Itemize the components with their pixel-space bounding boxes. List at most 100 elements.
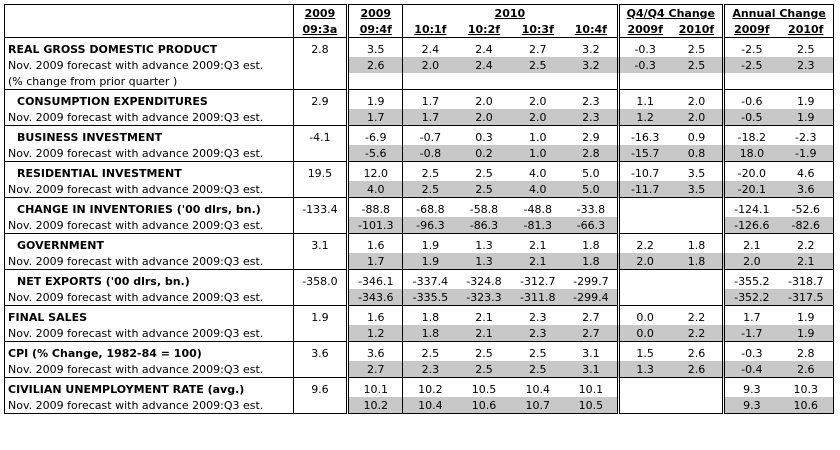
- forecast-cell: [671, 217, 724, 234]
- forecast-cell: -82.6: [778, 217, 834, 234]
- value-cell: 0.9: [670, 125, 724, 145]
- forecast-cell: 2.0: [722, 253, 779, 270]
- forecast-row: Nov. 2009 forecast with advance 2009:Q3 …: [5, 145, 834, 162]
- value-cell: -324.8: [457, 269, 511, 289]
- empty-cell: [292, 109, 348, 126]
- value-cell: [670, 377, 724, 397]
- forecast-cell: 2.3: [510, 325, 566, 342]
- value-cell: 9.6: [292, 377, 348, 397]
- value-cell: 2.1: [510, 233, 566, 253]
- forecast-cell: 10.7: [510, 397, 566, 414]
- forecast-cell: [616, 289, 671, 306]
- empty-cell: [292, 397, 348, 414]
- forecast-cell: 4.0: [510, 181, 566, 198]
- forecast-cell: 2.5: [510, 57, 566, 73]
- forecast-cell: -20.1: [722, 181, 779, 198]
- forecast-cell: 2.5: [402, 181, 458, 198]
- value-cell: -0.3: [722, 341, 779, 361]
- row: REAL GROSS DOMESTIC PRODUCT 2.8 3.5 2.4 2.4 2…: [4, 37, 834, 57]
- value-cell: 1.9: [292, 305, 348, 325]
- forecast-cell: 5.0: [565, 181, 619, 198]
- forecast-cell: -15.7: [616, 145, 671, 162]
- value-cell: -6.9: [346, 125, 403, 145]
- column-header: 2009f: [616, 21, 671, 38]
- forecast-cell: -66.3: [565, 217, 619, 234]
- forecast-cell: 2.3: [402, 361, 458, 378]
- value-cell: 10.2: [402, 377, 458, 397]
- header-blank: [5, 21, 294, 38]
- forecast-cell: 10.6: [778, 397, 834, 414]
- forecast-cell: 0.0: [616, 325, 671, 342]
- forecast-cell: 2.1: [778, 253, 834, 270]
- value-cell: 2.2: [616, 233, 671, 253]
- empty-cell: [292, 325, 348, 342]
- value-cell: 1.8: [402, 305, 458, 325]
- group-header: 2010: [402, 4, 619, 21]
- forecast-cell: 2.1: [457, 325, 511, 342]
- forecast-row: Nov. 2009 forecast with advance 2009:Q3 …: [5, 109, 834, 126]
- value-cell: 2.5: [402, 161, 458, 181]
- value-cell: 10.1: [565, 377, 619, 397]
- forecast-cell: -96.3: [402, 217, 458, 234]
- row-label: NET EXPORTS ('00 dlrs, bn.): [4, 269, 294, 289]
- value-cell: -20.0: [722, 161, 779, 181]
- forecast-cell: 3.6: [778, 181, 834, 198]
- value-cell: -312.7: [510, 269, 566, 289]
- forecast-cell: 1.8: [670, 253, 724, 270]
- row-label: REAL GROSS DOMESTIC PRODUCT: [4, 37, 294, 57]
- value-cell: -48.8: [510, 197, 566, 217]
- value-cell: 1.8: [565, 233, 619, 253]
- forecast-cell: -0.4: [722, 361, 779, 378]
- value-cell: 2.5: [402, 341, 458, 361]
- forecast-label: Nov. 2009 forecast with advance 2009:Q3 …: [8, 182, 264, 196]
- value-cell: -2.3: [778, 125, 834, 145]
- row: FINAL SALES 1.9 1.6 1.8 2.1 2.3 2.7 0.0 2.2 1.7 1.…: [4, 305, 834, 325]
- forecast-cell: 2.0: [510, 109, 566, 126]
- forecast-row: Nov. 2009 forecast with advance 2009:Q3 …: [5, 57, 834, 73]
- forecast-cell: -352.2: [722, 289, 779, 306]
- forecast-label: Nov. 2009 forecast with advance 2009:Q3 …: [8, 146, 264, 160]
- forecast-cell: -11.7: [616, 181, 671, 198]
- value-cell: -58.8: [457, 197, 511, 217]
- column-header: 09:4f: [346, 21, 403, 38]
- forecast-cell: -299.4: [565, 289, 619, 306]
- row: CPI (% Change, 1982-84 = 100) 3.6 3.6 2.5 2.…: [4, 341, 834, 361]
- value-cell: [616, 269, 671, 289]
- value-cell: 10.5: [457, 377, 511, 397]
- forecast-cell: 2.5: [457, 361, 511, 378]
- forecast-row: Nov. 2009 forecast with advance 2009:Q3 …: [5, 253, 834, 270]
- value-cell: 10.3: [778, 377, 834, 397]
- forecast-cell: -5.6: [346, 145, 403, 162]
- empty-cell: [292, 217, 348, 234]
- forecast-row: Nov. 2009 forecast with advance 2009:Q3 …: [5, 181, 834, 198]
- row: NET EXPORTS ('00 dlrs, bn.) -358.0 -346.1-…: [4, 269, 834, 289]
- forecast-cell: 1.8: [402, 325, 458, 342]
- forecast-cell: 10.2: [346, 397, 403, 414]
- row-label: GOVERNMENT: [4, 233, 294, 253]
- value-cell: 1.7: [402, 89, 458, 109]
- forecast-cell: -1.7: [722, 325, 779, 342]
- value-cell: -4.1: [292, 125, 348, 145]
- value-cell: -358.0: [292, 269, 348, 289]
- header-row: 2009 2009 2010 Q4/Q4 Change Annual Change: [5, 4, 834, 21]
- forecast-cell: -317.5: [778, 289, 834, 306]
- forecast-cell: 2.5: [510, 361, 566, 378]
- forecast-cell: 1.9: [778, 325, 834, 342]
- value-cell: 2.5: [778, 37, 834, 57]
- value-cell: 3.2: [565, 37, 619, 57]
- forecast-label: Nov. 2009 forecast with advance 2009:Q3 …: [8, 398, 264, 412]
- forecast-cell: 1.8: [565, 253, 619, 270]
- forecast-cell: 2.6: [670, 361, 724, 378]
- forecast-cell: 0.8: [670, 145, 724, 162]
- forecast-cell: 1.3: [616, 361, 671, 378]
- value-cell: 2.2: [670, 305, 724, 325]
- forecast-cell: -335.5: [402, 289, 458, 306]
- forecast-cell: 18.0: [722, 145, 779, 162]
- forecast-cell: 3.5: [670, 181, 724, 198]
- value-cell: -318.7: [778, 269, 834, 289]
- forecast-cell: -0.3: [616, 57, 671, 73]
- group-header: 2009: [292, 4, 348, 21]
- row: CONSUMPTION EXPENDITURES 2.9 1.9 1.7 2.0 2.0 2…: [4, 89, 834, 109]
- row-label: CPI (% Change, 1982-84 = 100): [4, 341, 294, 361]
- value-cell: 2.0: [510, 89, 566, 109]
